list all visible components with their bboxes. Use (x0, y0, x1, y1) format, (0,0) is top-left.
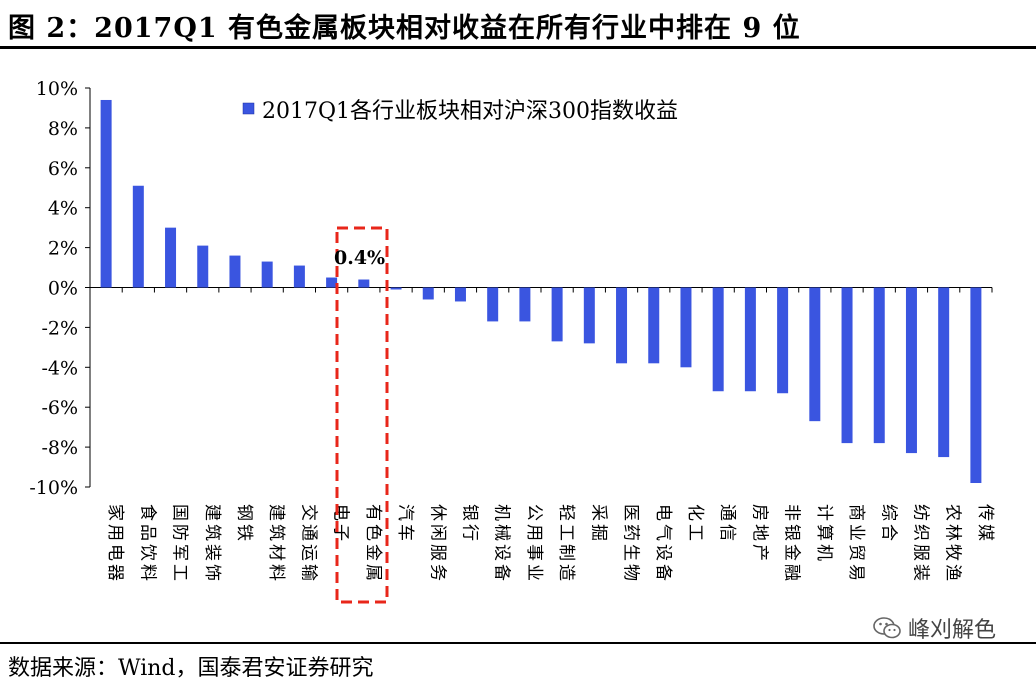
legend-label: 2017Q1各行业板块相对沪深300指数收益 (262, 99, 678, 124)
x-tick-label: 国防军工 (170, 504, 190, 584)
bar-采掘 (583, 287, 595, 344)
bar-非银金融 (777, 287, 789, 394)
bar-食品饮料 (132, 185, 144, 288)
x-tick-label: 计算机 (814, 504, 834, 564)
bar-传媒 (970, 287, 982, 484)
bar-汽车 (390, 287, 402, 290)
bar-建筑装饰 (197, 245, 209, 288)
x-tick-label: 银行 (460, 504, 480, 544)
y-tick-label: 0% (48, 278, 78, 300)
bar-房地产 (744, 287, 756, 392)
highlight-group: 0.4% (334, 226, 389, 604)
bar-休闲服务 (422, 287, 434, 300)
highlight-box (335, 226, 389, 604)
x-tick-label: 有色金属 (363, 504, 383, 584)
x-tick-label: 食品饮料 (137, 504, 157, 584)
y-tick-label: 6% (48, 158, 78, 180)
x-tick-label: 建筑装饰 (202, 504, 222, 584)
y-tick-label: 4% (48, 198, 78, 220)
bar-轻工制造 (551, 287, 563, 342)
y-tick-label: -4% (41, 357, 78, 379)
legend-swatch (242, 102, 255, 115)
y-tick-label: 2% (48, 238, 78, 260)
x-tick-label: 农林牧渔 (943, 504, 963, 584)
x-tick-label: 交通运输 (298, 504, 318, 584)
y-tick-label: -2% (41, 317, 78, 339)
legend: 2017Q1各行业板块相对沪深300指数收益 (242, 99, 678, 124)
x-tick-label: 化工 (685, 504, 705, 544)
bar-有色金属 (358, 279, 370, 288)
bar-钢铁 (229, 255, 241, 288)
bar-通信 (712, 287, 724, 392)
x-tick-label: 传媒 (975, 504, 995, 544)
x-tick-label: 通信 (717, 504, 737, 544)
y-tick-label: 8% (48, 118, 78, 140)
y-tick-label: 10% (36, 78, 78, 100)
x-tick-label: 公用事业 (524, 504, 544, 584)
x-tick-label: 休闲服务 (427, 504, 447, 584)
bar-计算机 (809, 287, 821, 422)
x-tick-label: 电子 (331, 504, 351, 544)
bar-综合 (873, 287, 885, 444)
watermark: 峰刈解色 (872, 612, 996, 644)
title-divider (0, 46, 1036, 49)
bar-化工 (680, 287, 692, 368)
x-tick-label: 轻工制造 (556, 504, 576, 584)
y-tick-label: -6% (41, 397, 78, 419)
figure-title: 图 2：2017Q1 有色金属板块相对收益在所有行业中排在 9 位 (8, 13, 801, 44)
bar-银行 (454, 287, 466, 302)
x-tick-label: 钢铁 (234, 504, 254, 544)
bars-group (100, 99, 982, 484)
bar-公用事业 (519, 287, 531, 322)
bar-交通运输 (293, 265, 305, 288)
source-divider (0, 642, 1036, 644)
figure-source: 数据来源：Wind，国泰君安证券研究 (8, 656, 374, 681)
x-tick-label: 医药生物 (621, 504, 641, 584)
chart-area: 10% 8% 6% 4% 2% 0% -2% -4% -6% -8% -10% 家用电器 食品饮料 国防… (0, 52, 1036, 642)
y-tick-label: -10% (29, 477, 78, 499)
bar-农林牧渔 (938, 287, 950, 458)
highlight-value-label: 0.4% (334, 247, 385, 269)
bar-机械设备 (487, 287, 499, 322)
bar-纺织服装 (905, 287, 917, 454)
x-tick-label: 房地产 (749, 504, 769, 564)
x-tick-label: 家用电器 (105, 504, 125, 584)
wechat-icon (873, 617, 901, 639)
x-tick-labels: 家用电器 食品饮料 国防军工 建筑装饰 钢铁 建筑材料 交通运输 电子 有色金属 汽车 休闲服务 银行… (105, 504, 995, 584)
bar-电子 (326, 277, 338, 288)
x-tick-label: 纺织服装 (911, 504, 931, 584)
bar-建筑材料 (261, 261, 273, 288)
x-tick-label: 综合 (878, 504, 898, 544)
bar-医药生物 (616, 287, 628, 364)
x-tick-label: 建筑材料 (266, 504, 286, 584)
x-tick-label: 商业贸易 (846, 504, 866, 584)
x-tick-label: 汽车 (395, 504, 415, 544)
bar-电气设备 (648, 287, 660, 364)
watermark-text: 峰刈解色 (908, 618, 997, 643)
x-tick-label: 非银金融 (782, 504, 802, 584)
bar-国防军工 (165, 227, 177, 288)
y-tick-label: -8% (41, 437, 78, 459)
x-tick-label: 机械设备 (492, 504, 512, 584)
bar-家用电器 (100, 99, 112, 288)
x-tick-label: 电气设备 (653, 504, 673, 584)
bar-chart: 10% 8% 6% 4% 2% 0% -2% -4% -6% -8% -10% 家用电器 食品饮料 国防… (29, 78, 995, 604)
x-tick-label: 采掘 (588, 504, 608, 544)
bar-商业贸易 (841, 287, 853, 444)
